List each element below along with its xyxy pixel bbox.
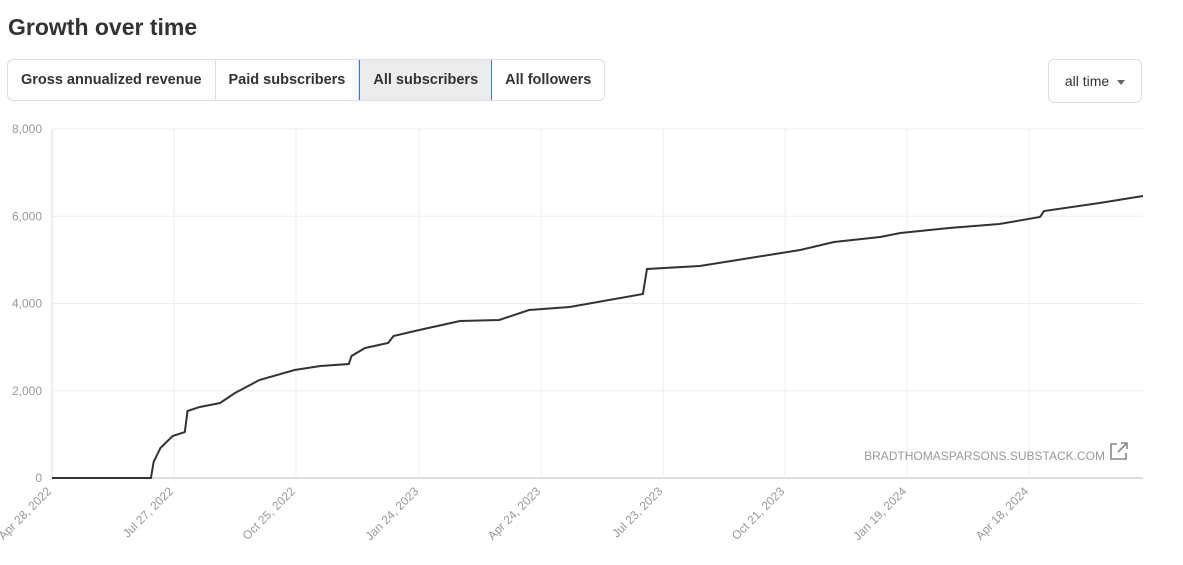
y-tick-label: 8,000 [12, 122, 42, 136]
line [52, 195, 1144, 479]
x-tick-label: Apr 18, 2024 [973, 484, 1032, 543]
metric-tab[interactable]: Gross annualized revenue [8, 60, 216, 100]
range-label: all time [1064, 73, 1110, 89]
y-tick-label: 2,000 [12, 384, 42, 398]
range-select[interactable]: all time [1048, 59, 1142, 103]
metric-tab[interactable]: All followers [505, 72, 592, 88]
watermark: BRADTHOMASPARSONS.SUBSTACK.COM [864, 449, 1105, 463]
x-tick-label: Apr 28, 2022 [0, 484, 54, 543]
x-tick-label: Oct 21, 2023 [729, 484, 788, 543]
y-tick-label: 6,000 [12, 209, 42, 223]
external-link-icon [1110, 442, 1128, 460]
metric-tabs: Gross annualized revenue Paid subscribers… [7, 59, 606, 101]
metric-tab[interactable]: All subscribers [359, 60, 493, 100]
x-tick-label: Apr 24, 2023 [485, 484, 544, 543]
page-title: Growth over time [8, 14, 198, 40]
x-tick-label: Oct 25, 2022 [240, 484, 299, 543]
icon-arrow [1117, 442, 1128, 453]
y-tick-label: 4,000 [12, 297, 42, 311]
icon-box [1110, 443, 1127, 460]
x-tick-label: Jan 19, 2024 [850, 484, 909, 543]
y-tick-label: 0 [35, 471, 42, 485]
metric-tab[interactable]: Paid subscribers [216, 60, 360, 100]
x-tick-label: Jul 23, 2023 [609, 484, 665, 540]
caret [1117, 79, 1126, 85]
x-tick-label: Jul 27, 2022 [120, 484, 176, 540]
x-tick-label: Jan 24, 2023 [362, 484, 421, 543]
